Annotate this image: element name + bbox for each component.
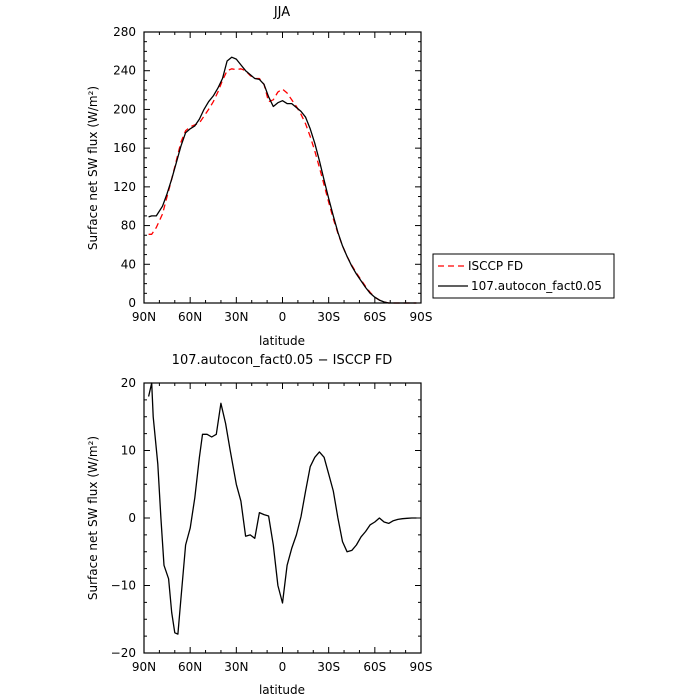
x-tick-label: 30N bbox=[224, 660, 248, 674]
y-tick-label: 80 bbox=[121, 219, 136, 233]
legend-box bbox=[432, 253, 615, 299]
bottom-chart-y-axis-label: Surface net SW flux (W/m²) bbox=[86, 436, 100, 600]
bottom-chart-title: 107.autocon_fact0.05 − ISCCP FD bbox=[172, 353, 393, 368]
x-tick-label: 60S bbox=[363, 660, 386, 674]
x-tick-label: 0 bbox=[279, 660, 287, 674]
y-tick-label: 280 bbox=[113, 25, 136, 39]
top-chart-title: JJA bbox=[273, 5, 290, 20]
x-tick-label: 0 bbox=[279, 310, 287, 324]
top-chart-frame bbox=[143, 31, 422, 304]
top-chart-x-axis-label: latitude bbox=[259, 334, 305, 348]
x-tick-label: 30S bbox=[317, 310, 340, 324]
y-tick-label: 20 bbox=[121, 376, 136, 390]
x-tick-label: 90N bbox=[132, 660, 156, 674]
y-tick-label: 0 bbox=[128, 296, 136, 310]
x-tick-label: 60S bbox=[363, 310, 386, 324]
series-line-0-1 bbox=[148, 56, 417, 304]
y-tick-label: 160 bbox=[113, 141, 136, 155]
legend-label-isccp: ISCCP FD bbox=[468, 259, 523, 273]
y-tick-label: 120 bbox=[113, 180, 136, 194]
y-tick-label: 0 bbox=[128, 511, 136, 525]
y-tick-label: −20 bbox=[111, 646, 136, 660]
top-chart-y-axis-label: Surface net SW flux (W/m²) bbox=[86, 86, 100, 250]
y-tick-label: 200 bbox=[113, 102, 136, 116]
x-tick-label: 60N bbox=[178, 660, 202, 674]
legend-label-model: 107.autocon_fact0.05 bbox=[471, 279, 602, 293]
y-tick-label: 40 bbox=[121, 257, 136, 271]
series-line-1-0 bbox=[147, 382, 417, 635]
bottom-chart-x-axis-label: latitude bbox=[259, 683, 305, 697]
x-tick-label: 30S bbox=[317, 660, 340, 674]
x-tick-label: 90N bbox=[132, 310, 156, 324]
y-tick-label: 240 bbox=[113, 64, 136, 78]
y-tick-label: 10 bbox=[121, 444, 136, 458]
series-line-0-0 bbox=[148, 68, 417, 304]
bottom-chart: 107.autocon_fact0.05 − ISCCP FD 90N 60N 30… bbox=[86, 353, 432, 697]
top-chart: JJA 90N 60N 30N 0 30S 60S 90S 0 40 80 120 160 200 240… bbox=[86, 5, 432, 348]
x-tick-label: 60N bbox=[178, 310, 202, 324]
legend: ISCCP FD 107.autocon_fact0.05 bbox=[432, 253, 615, 299]
x-tick-label: 30N bbox=[224, 310, 248, 324]
x-tick-label: 90S bbox=[410, 660, 433, 674]
y-tick-label: −10 bbox=[111, 579, 136, 593]
x-tick-label: 90S bbox=[410, 310, 433, 324]
